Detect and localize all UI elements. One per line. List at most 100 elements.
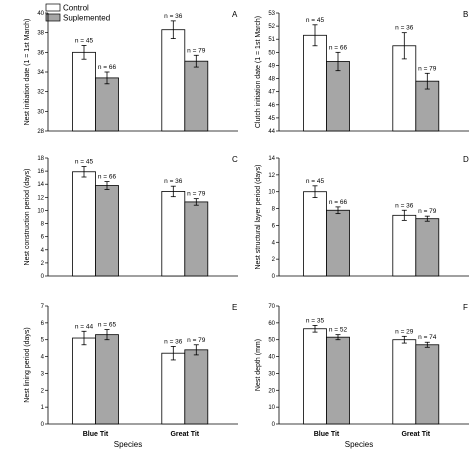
panel-d: 0 2 4 6 8 10 12 14 Nest structural layer period … [255, 155, 469, 280]
y-tick-label: 4 [41, 248, 45, 254]
y-tick-label: 2 [41, 261, 45, 267]
y-tick-label: 0 [41, 422, 45, 428]
bar-supplemented [95, 334, 119, 425]
panel-letter: E [232, 303, 237, 312]
y-tick-label: 12 [268, 173, 275, 179]
bar-control [161, 352, 186, 425]
y-axis-label: Clutch initiation date (1 = 1st March) [255, 16, 262, 128]
category-label: Great Tit [401, 431, 430, 438]
y-axis-label: Nest structural layer period (days) [255, 164, 262, 269]
y-tick-label: 44 [268, 129, 275, 135]
y-tick-label: 20 [268, 388, 275, 394]
sample-size-label: n = 66 [98, 64, 117, 71]
legend: Control Suplemented [45, 3, 110, 23]
y-tick-label: 18 [37, 156, 44, 162]
bar-control [161, 29, 186, 132]
y-tick-label: 14 [37, 182, 44, 188]
y-tick-label: 8 [272, 207, 276, 213]
bar-control [161, 191, 186, 277]
category-label: Great Tit [170, 431, 199, 438]
sample-size-label: n = 35 [306, 317, 325, 324]
y-tick-label: 6 [272, 223, 276, 229]
panel-e: 0 1 2 3 4 5 6 7 Nest lining period (days) En = 44… [24, 303, 238, 438]
y-tick-label: 52 [268, 24, 275, 30]
y-tick-label: 40 [268, 355, 275, 361]
bar-supplemented [326, 209, 350, 277]
y-tick-label: 0 [272, 422, 276, 428]
category-label: Blue Tit [83, 431, 109, 438]
bar-supplemented [184, 60, 209, 132]
y-tick-label: 7 [41, 304, 45, 310]
y-tick-label: 48 [268, 77, 275, 83]
sample-size-label: n = 66 [98, 174, 117, 181]
bar-supplemented [326, 336, 350, 425]
sample-size-label: n = 79 [418, 208, 437, 215]
panel-a: 28 30 32 34 36 38 40 Nest initiation date (1 = … [24, 10, 238, 135]
panel-c: 0 2 4 6 8 10 12 14 16 18 Nest construction period … [24, 155, 238, 280]
sample-size-label: n = 45 [306, 17, 325, 24]
bar-supplemented [95, 185, 119, 277]
panel-letter: F [463, 303, 468, 312]
y-tick-label: 0 [41, 274, 45, 280]
sample-size-label: n = 44 [75, 323, 94, 330]
legend-swatch-control [45, 3, 61, 12]
bar-control [392, 339, 417, 425]
sample-size-label: n = 79 [418, 65, 437, 72]
panel-letter: B [463, 10, 468, 19]
sample-size-label: n = 74 [418, 334, 437, 341]
y-tick-label: 2 [41, 388, 45, 394]
y-tick-label: 53 [268, 11, 275, 17]
y-tick-label: 28 [37, 129, 44, 135]
legend-swatch-supplemented [45, 13, 61, 22]
bar-supplemented [415, 218, 440, 277]
sample-size-label: n = 79 [187, 337, 206, 344]
sample-size-label: n = 36 [164, 178, 183, 185]
y-tick-label: 10 [37, 208, 44, 214]
y-tick-label: 45 [268, 116, 275, 122]
y-axis-label: Nest initiation date (1 = 1st March) [24, 19, 31, 126]
bar-control [72, 51, 96, 132]
bar-supplemented [184, 201, 209, 277]
y-tick-label: 4 [272, 240, 276, 246]
sample-size-label: n = 79 [187, 47, 206, 54]
bar-control [303, 328, 327, 425]
y-axis-label: Nest lining period (days) [24, 327, 31, 402]
bar-control [392, 214, 417, 277]
sample-size-label: n = 52 [329, 327, 348, 334]
y-tick-label: 51 [268, 37, 275, 43]
y-tick-label: 10 [268, 405, 275, 411]
panel-letter: D [463, 155, 469, 164]
sample-size-label: n = 36 [395, 202, 414, 209]
y-tick-label: 3 [41, 371, 45, 377]
panel-letter: C [232, 155, 238, 164]
sample-size-label: n = 79 [187, 191, 206, 198]
y-tick-label: 6 [41, 235, 45, 241]
sample-size-label: n = 65 [98, 322, 117, 329]
bar-control [303, 191, 327, 277]
y-tick-label: 38 [37, 31, 44, 37]
y-tick-label: 36 [37, 50, 44, 56]
y-tick-label: 30 [37, 109, 44, 115]
y-tick-label: 1 [41, 405, 45, 411]
category-label: Blue Tit [314, 431, 340, 438]
y-tick-label: 2 [272, 257, 276, 263]
legend-label-supplemented: Suplemented [63, 14, 110, 23]
sample-size-label: n = 29 [395, 328, 414, 335]
x-axis-label-right: Species [345, 440, 373, 449]
bar-control [303, 34, 327, 132]
y-tick-label: 10 [268, 190, 275, 196]
sample-size-label: n = 66 [329, 44, 348, 51]
bar-supplemented [184, 349, 209, 425]
y-tick-label: 34 [37, 70, 44, 76]
y-tick-label: 4 [41, 355, 45, 361]
legend-label-control: Control [63, 4, 89, 13]
y-axis-label: Nest depth (mm) [255, 339, 262, 391]
bar-control [72, 337, 96, 425]
y-tick-label: 60 [268, 321, 275, 327]
y-tick-label: 12 [37, 195, 44, 201]
sample-size-label: n = 36 [395, 25, 414, 32]
bar-supplemented [415, 344, 440, 425]
y-tick-label: 5 [41, 338, 45, 344]
y-tick-label: 49 [268, 63, 275, 69]
